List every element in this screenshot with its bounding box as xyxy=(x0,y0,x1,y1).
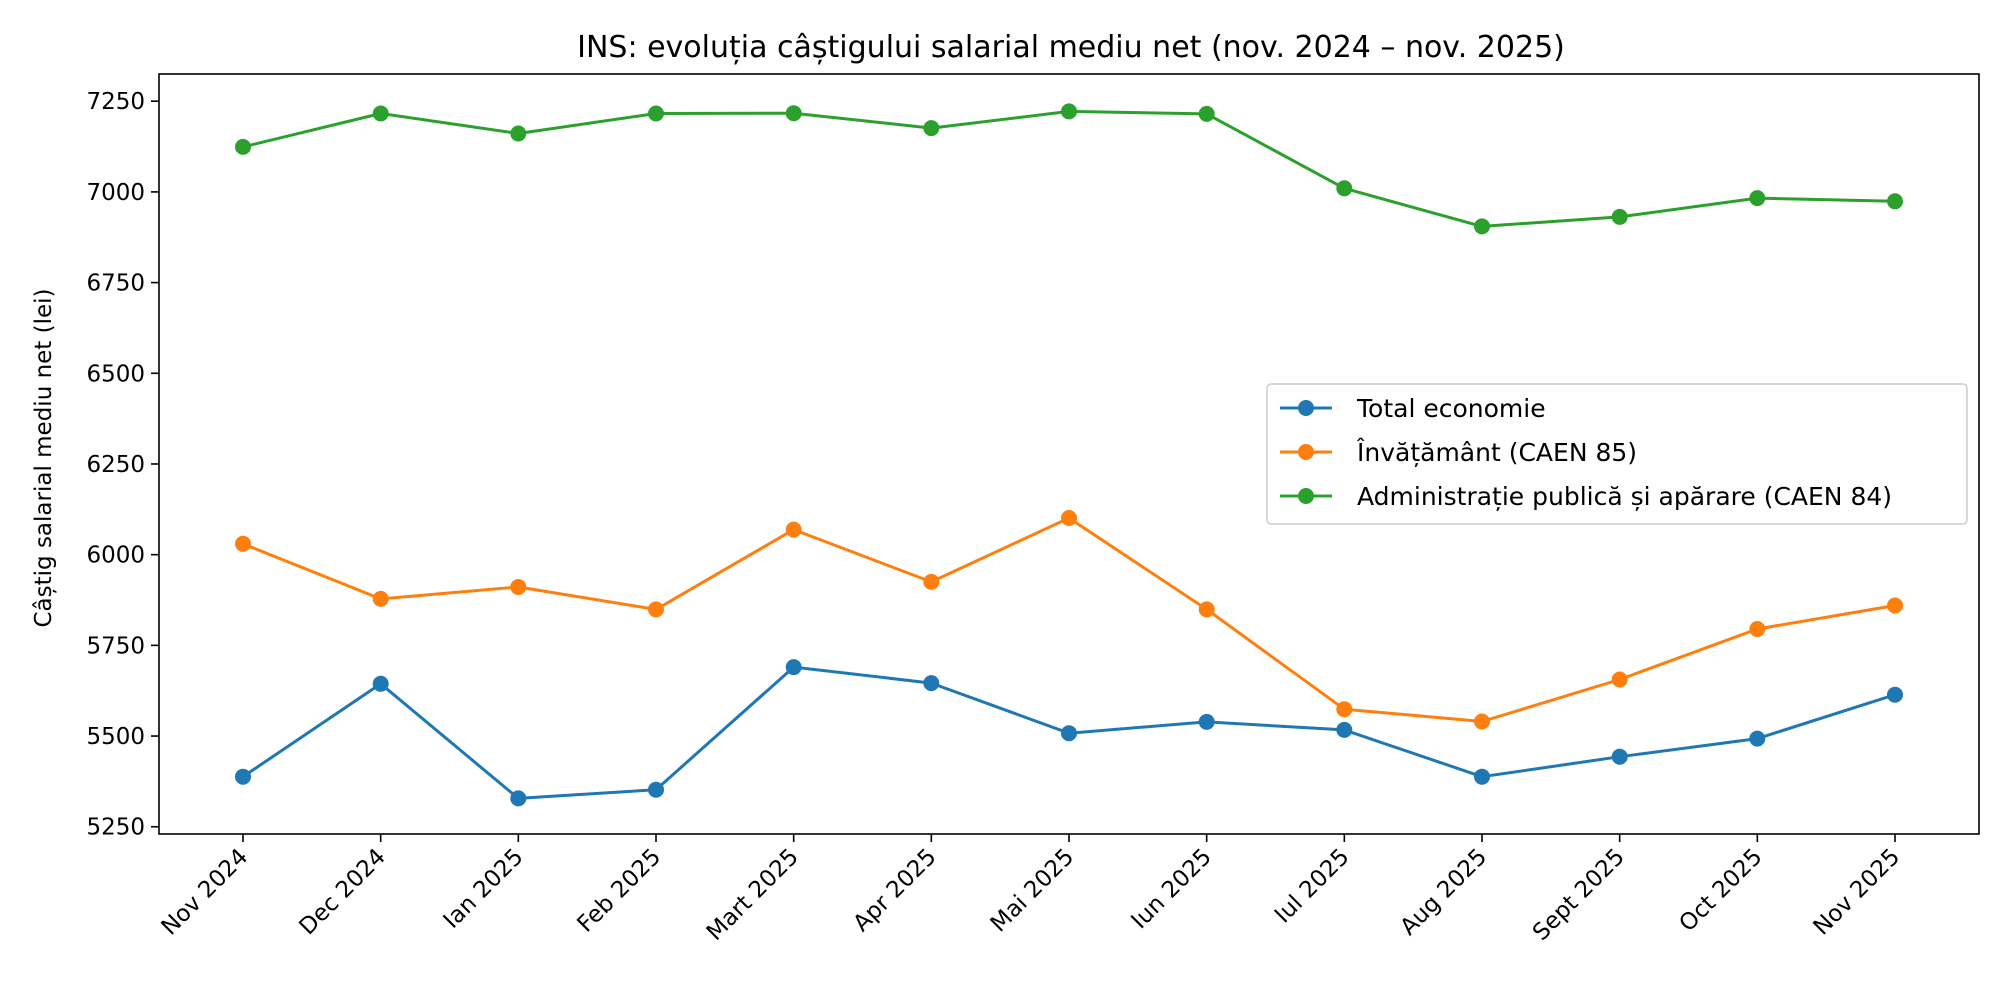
data-point xyxy=(923,573,940,590)
data-point xyxy=(1887,686,1903,703)
data-point xyxy=(1611,671,1628,688)
legend-marker-2 xyxy=(1298,488,1314,504)
y-tick-label: 6000 xyxy=(86,543,145,569)
data-point xyxy=(1061,510,1077,526)
data-point xyxy=(1198,601,1215,618)
data-point xyxy=(1061,725,1077,742)
chart-title: INS: evoluția câștigului salarial mediu … xyxy=(577,30,1565,65)
data-point xyxy=(1336,701,1353,718)
data-point xyxy=(1198,105,1215,122)
legend-marker-0 xyxy=(1298,400,1314,416)
y-axis-title: Câștig salarial mediu net (lei) xyxy=(31,288,57,627)
y-tick-label: 6500 xyxy=(86,361,145,387)
data-point xyxy=(510,125,527,142)
data-point xyxy=(1336,721,1353,738)
x-tick-label: Apr 2025 xyxy=(848,844,941,937)
data-point xyxy=(1198,713,1215,730)
data-point xyxy=(510,790,527,807)
x-tick-label: Nov 2024 xyxy=(157,844,254,941)
legend: Total economie Învățământ (CAEN 85) Admini… xyxy=(1266,383,1968,525)
data-point xyxy=(785,521,802,538)
data-point xyxy=(648,105,664,122)
data-point xyxy=(510,579,527,595)
data-point xyxy=(1474,768,1490,785)
data-point xyxy=(1749,730,1766,747)
x-tick-label: Sept 2025 xyxy=(1528,844,1630,946)
legend-box xyxy=(1266,383,1968,525)
data-point xyxy=(1887,193,1903,210)
data-point xyxy=(1611,208,1628,225)
data-point xyxy=(648,601,664,618)
y-tick-label: 7000 xyxy=(86,180,145,206)
data-point xyxy=(648,781,664,798)
data-point xyxy=(1887,597,1903,614)
data-point xyxy=(1474,218,1490,235)
x-tick-label: Iun 2025 xyxy=(1127,844,1217,934)
data-point xyxy=(1749,621,1766,637)
legend-marker-1 xyxy=(1298,444,1314,460)
x-tick-label: Ian 2025 xyxy=(439,844,529,934)
legend-label-1: Învățământ (CAEN 85) xyxy=(1356,438,1637,467)
data-point xyxy=(235,138,251,155)
legend-label-2: Administrație publică și apărare (CAEN 8… xyxy=(1357,482,1892,511)
x-tick-label: Iul 2025 xyxy=(1270,844,1355,929)
y-tick-label: 5750 xyxy=(86,633,145,659)
data-point xyxy=(372,105,389,122)
data-point xyxy=(1474,713,1490,730)
data-point xyxy=(923,120,940,137)
series-line-1 xyxy=(241,516,1897,723)
data-point xyxy=(923,675,940,692)
x-tick-label: Mart 2025 xyxy=(702,844,804,946)
data-point xyxy=(235,768,251,785)
data-point xyxy=(372,675,389,692)
data-point xyxy=(1611,748,1628,765)
data-point xyxy=(1749,190,1766,207)
x-tick-label: Dec 2024 xyxy=(294,844,390,940)
data-point xyxy=(785,105,802,122)
x-tick-label: Aug 2025 xyxy=(1396,844,1493,941)
series-line-2 xyxy=(241,109,1897,228)
x-tick-label: Mai 2025 xyxy=(986,844,1079,937)
legend-label-0: Total economie xyxy=(1356,394,1546,423)
x-tick-label: Oct 2025 xyxy=(1675,844,1768,937)
x-tick-label: Nov 2025 xyxy=(1809,844,1906,941)
data-point xyxy=(1061,103,1077,120)
y-tick-label: 6750 xyxy=(86,271,145,297)
y-tick-label: 5500 xyxy=(86,724,145,750)
data-point xyxy=(372,590,389,607)
y-tick-label: 5250 xyxy=(86,815,145,841)
data-point xyxy=(785,659,802,676)
data-point xyxy=(235,535,251,552)
y-tick-label: 6250 xyxy=(86,452,145,478)
data-point xyxy=(1336,180,1353,197)
x-tick-label: Feb 2025 xyxy=(572,844,666,938)
y-tick-label: 7250 xyxy=(86,89,145,115)
